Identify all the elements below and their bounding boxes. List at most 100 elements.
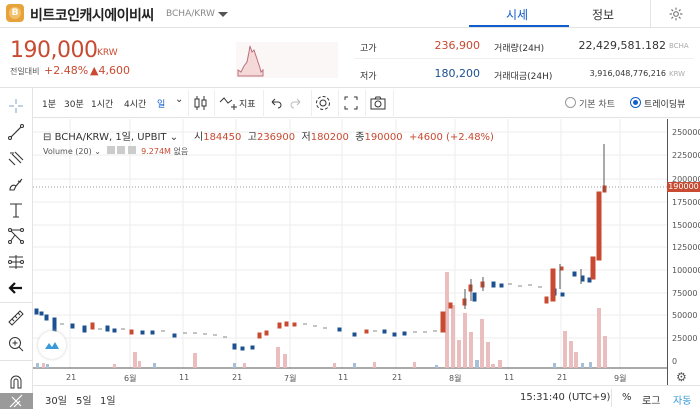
low-label: 저가 xyxy=(360,72,377,82)
coin-logo-icon: B xyxy=(6,4,24,22)
tab-info[interactable]: 정보 xyxy=(592,8,615,22)
crosshair-tool[interactable] xyxy=(4,96,28,116)
fullscreen-icon[interactable] xyxy=(342,94,360,112)
toolbar-divider xyxy=(0,302,33,303)
volume-value: 9.274M xyxy=(141,147,171,156)
gear-icon xyxy=(669,7,682,21)
x-tick: 6월 xyxy=(124,374,137,383)
interval-1h[interactable]: 1시간 xyxy=(91,100,114,110)
volume-label: 거래량(24H) xyxy=(494,44,545,54)
volume-unit: BCHA xyxy=(669,42,689,50)
text-tool[interactable] xyxy=(4,200,28,220)
high-label: 고 xyxy=(247,132,257,143)
zoom-in-icon xyxy=(9,337,24,352)
remove-icon[interactable] xyxy=(127,146,136,154)
volume-legend: Volume (20) ⌄ 9.274M 없음 xyxy=(43,146,188,157)
pitchfork-icon xyxy=(8,151,24,166)
arrow-left-icon xyxy=(8,282,22,294)
x-tick: 11 xyxy=(504,373,515,382)
symbol-dropdown-chevron-icon[interactable]: ⌄ xyxy=(169,132,179,143)
tradingview-radio[interactable] xyxy=(630,97,641,108)
trendline-tool[interactable] xyxy=(4,122,28,142)
tab-market[interactable]: 시세 xyxy=(506,8,529,22)
pattern-tool[interactable] xyxy=(4,226,28,246)
y-tick: 125000 xyxy=(672,243,700,252)
back-arrow-tool[interactable] xyxy=(4,278,28,298)
y-tick: 225000 xyxy=(672,151,700,160)
indicator-icon[interactable] xyxy=(219,94,237,112)
x-tick: 11 xyxy=(179,373,190,382)
percent-toggle[interactable]: % xyxy=(622,392,632,403)
toolbar-divider xyxy=(214,90,215,116)
volume-value: 22,429,581.182 xyxy=(578,39,666,52)
settings-gear-button[interactable] xyxy=(650,0,700,28)
interval-1m[interactable]: 1분 xyxy=(42,100,57,110)
coin-dropdown-chevron-icon[interactable] xyxy=(218,12,228,17)
x-tick: 7월 xyxy=(284,374,297,383)
y-tick: 150000 xyxy=(672,221,700,230)
low-label: 저 xyxy=(301,132,311,143)
basic-chart-radio[interactable] xyxy=(565,97,576,108)
indicator-button[interactable]: 지표 xyxy=(239,100,256,110)
camera-icon[interactable] xyxy=(369,94,387,112)
open-label: 시 xyxy=(194,132,204,143)
candle-type-icon[interactable] xyxy=(192,94,210,112)
visibility-icon[interactable] xyxy=(106,146,115,154)
toolbar-divider xyxy=(365,90,366,116)
settings-icon[interactable] xyxy=(117,146,126,154)
active-tab-indicator xyxy=(469,25,569,27)
toolbar-divider xyxy=(311,90,312,116)
price-unit: KRW xyxy=(97,48,118,58)
amount-value: 3,916,048,776,216 xyxy=(589,69,666,78)
brush-tool[interactable] xyxy=(4,174,28,194)
tradingview-label[interactable]: 트레이딩뷰 xyxy=(644,100,686,110)
header: B 비트코인캐시에이비씨 BCHA/KRW 시세 정보 xyxy=(0,0,700,28)
collapse-legend-icon[interactable]: ⊟ xyxy=(43,132,52,143)
range-1d[interactable]: 1일 xyxy=(100,396,116,407)
magnet-tool[interactable] xyxy=(4,372,28,392)
current-price-tag: 190000 xyxy=(667,182,700,192)
x-tick: 21 xyxy=(66,373,77,382)
symbol-label[interactable]: BCHA/KRW, 1일, UPBIT xyxy=(54,132,167,143)
clock-timezone[interactable]: 15:31:40 (UTC+9) xyxy=(520,392,611,403)
amount-unit: KRW xyxy=(669,70,686,78)
volume-dropdown-chevron-icon[interactable]: ⌄ xyxy=(94,147,101,156)
x-tick: 21 xyxy=(232,373,243,382)
volume-indicator-label[interactable]: Volume (20) xyxy=(43,147,92,156)
ruler-icon xyxy=(8,310,24,326)
high-label: 고가 xyxy=(360,44,377,54)
x-tick: 9월 xyxy=(614,374,627,383)
bottom-divider xyxy=(611,389,612,407)
hide-drawings-tool[interactable] xyxy=(0,393,33,409)
range-5d[interactable]: 5일 xyxy=(76,396,92,407)
cloud-button[interactable] xyxy=(38,331,66,359)
measure-tool[interactable] xyxy=(4,252,28,272)
basic-chart-label[interactable]: 기본 차트 xyxy=(579,100,615,110)
price-summary: 190,000 KRW 전일대비 +2.48% ▲4,600 고가 236,90… xyxy=(0,28,700,88)
axis-settings-gear-icon[interactable]: ⚙ xyxy=(676,370,687,384)
toolbar-divider xyxy=(338,90,339,116)
interval-1d[interactable]: 일 xyxy=(157,100,166,110)
price-axis[interactable]: 250000 225000 200000 175000 150000 12500… xyxy=(667,119,700,385)
chart-settings-gear-icon[interactable] xyxy=(314,94,332,112)
zoom-in-tool[interactable] xyxy=(4,334,28,354)
log-toggle[interactable]: 로그 xyxy=(642,396,661,407)
auto-toggle[interactable]: 자동 xyxy=(673,396,692,407)
pitchfork-tool[interactable] xyxy=(4,148,28,168)
price-chart[interactable] xyxy=(33,119,667,385)
low-value: 180200 xyxy=(310,132,349,143)
chart-toolbar: 1분 30분 1시간 4시간 일 ⌄ 지표 기본 차트 트레이딩뷰 xyxy=(33,88,700,118)
y-tick: 200000 xyxy=(672,175,700,184)
range-30d[interactable]: 30일 xyxy=(45,396,67,407)
interval-dropdown-chevron-icon[interactable]: ⌄ xyxy=(175,94,184,105)
interval-30m[interactable]: 30분 xyxy=(64,100,84,110)
brush-icon xyxy=(9,178,23,191)
change-label: 전일대비 xyxy=(10,67,40,76)
undo-icon[interactable] xyxy=(267,94,285,112)
x-tick: 8월 xyxy=(449,374,462,383)
interval-4h[interactable]: 4시간 xyxy=(124,100,147,110)
ruler-tool[interactable] xyxy=(4,308,28,328)
change-percent: +2.48% xyxy=(44,64,89,77)
high-value: 236900 xyxy=(256,132,296,143)
redo-icon[interactable] xyxy=(287,94,305,112)
